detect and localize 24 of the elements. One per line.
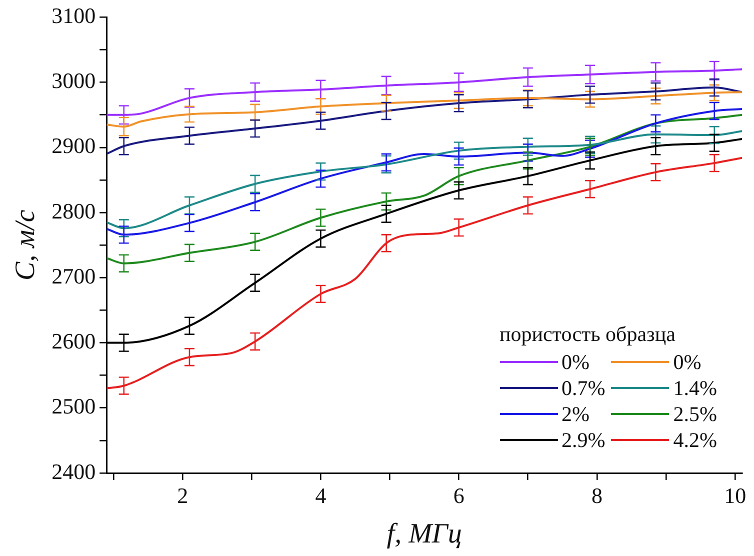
- x-axis-title: f, МГц: [386, 518, 462, 550]
- x-tick-label: 4: [315, 482, 326, 508]
- legend-label: 0%: [673, 349, 702, 375]
- legend-label: 0.7%: [562, 375, 606, 401]
- legend-title: пористость образца: [500, 321, 676, 347]
- y-tick-label: 2500: [52, 394, 96, 419]
- legend-label: 0%: [562, 349, 590, 375]
- legend-label: 4.2%: [673, 427, 717, 453]
- y-tick-label: 2700: [52, 263, 96, 288]
- y-tick-label: 3100: [52, 2, 96, 28]
- legend-label: 2.5%: [673, 401, 717, 427]
- y-tick-label: 2900: [52, 133, 96, 158]
- y-tick-label: 2600: [52, 328, 96, 354]
- y-tick-label: 2400: [52, 458, 96, 484]
- legend-label: 2.9%: [562, 427, 606, 453]
- x-tick-label: 8: [591, 482, 602, 508]
- legend-label: 1.4%: [673, 375, 717, 401]
- x-tick-label: 10: [724, 482, 746, 508]
- legend-label: 2%: [562, 401, 590, 427]
- y-tick-label: 3000: [52, 68, 96, 94]
- x-tick-label: 2: [177, 482, 188, 508]
- x-tick-label: 6: [453, 482, 464, 508]
- y-axis-title: C, м/с: [10, 209, 42, 280]
- y-tick-label: 2800: [52, 198, 96, 224]
